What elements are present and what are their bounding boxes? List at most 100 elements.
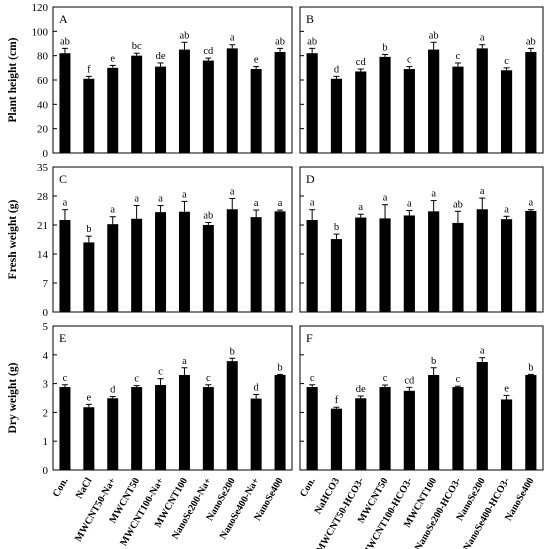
panel-f-bar-9 [525,374,537,470]
panel-d-bar-7 [476,209,488,312]
panel-a-sig-letter-9: ab [275,36,285,47]
panel-d-sig-letter-2: a [358,202,363,213]
panel-a-sig-letter-8: e [254,55,259,66]
panel-a-sig-letter-3: bc [132,41,142,52]
panel-b-sig-letter-1: d [334,64,340,75]
panel-d-bar-9 [525,210,537,312]
panel-c-sig-letter-5: a [182,189,187,200]
panel-e-bar-2 [107,398,119,470]
panel-b-sig-letter-6: c [456,51,461,62]
panel-d-bar-1 [330,239,343,312]
panel-f-bar-3 [379,387,391,470]
panel-f-sig-letter-0: c [310,373,315,384]
panel-f-sig-letter-6: c [456,374,461,385]
panel-f-bar-6 [452,387,464,470]
panel-e-sig-letter-1: e [87,392,92,403]
panel-c-sig-letter-3: a [134,194,139,205]
panel-e-sig-letter-6: c [206,373,211,384]
panel-e-sig-letter-5: a [182,356,187,367]
panel-e-bar-0 [59,387,71,470]
panel-f-sig-letter-7: a [480,346,485,357]
panel-e-ytick-label-2: 2 [43,407,49,419]
panel-f-sig-letter-8: e [504,383,509,394]
panel-a-y-axis-label: Plant height (cm) [7,37,19,122]
panel-a-label: A [59,12,68,26]
panel-a-bar-8 [250,69,262,153]
panel-b-bar-2 [355,71,367,153]
panel-c-frame [52,166,293,313]
panel-a-bar-1 [83,78,95,153]
panel-a-sig-letter-4: de [156,51,166,62]
panel-f-sig-letter-1: f [335,395,339,406]
panel-e-sig-letter-7: b [230,346,235,357]
panel-b-sig-letter-2: cd [356,57,367,68]
panel-a-ytick-label-1: 20 [37,124,49,136]
panel-a-sig-letter-2: e [110,53,115,64]
panel-c-bar-6 [202,225,214,312]
panel-c-sig-letter-8: a [254,198,259,209]
panel-c-sig-letter-1: b [86,224,91,235]
panel-f-sig-letter-4: cd [404,375,415,386]
panel-d-sig-letter-3: a [383,193,388,204]
panel-b-bar-0 [306,53,318,153]
panel-c-bar-4 [155,212,167,312]
panel-a-bar-0 [59,53,71,153]
panel-b-sig-letter-8: c [504,56,509,67]
panel-c-ytick-label-0: 0 [43,307,49,319]
panel-e-ytick-label-3: 3 [43,379,49,391]
panel-e-ytick-label-4: 4 [43,350,49,362]
panel-f-sig-letter-5: b [431,356,436,367]
panel-a-ytick-label-2: 40 [37,99,49,111]
panel-d-sig-letter-8: a [504,204,509,215]
panel-e-sig-letter-2: d [110,385,116,396]
panel-b-sig-letter-7: a [480,33,485,44]
panel-a-ytick-label-4: 80 [37,51,49,63]
panel-c-bar-8 [250,217,262,312]
panel-a-sig-letter-5: ab [179,30,189,41]
panel-e-frame [52,325,293,471]
panel-f-sig-letter-9: b [528,362,533,373]
panel-c-bar-9 [274,211,286,312]
panel-a-sig-letter-7: a [230,33,235,44]
panel-f-label: F [306,331,313,345]
panel-c-ytick-label-3: 21 [37,220,48,232]
panel-c-bar-3 [131,218,143,312]
panel-d-sig-letter-6: ab [453,199,463,210]
panel-c-bar-5 [178,211,190,312]
panel-f-bar-8 [500,399,513,470]
panel-d-sig-letter-7: a [480,186,485,197]
panel-f-category-label-0: Con. [298,476,318,499]
panel-f-bar-1 [330,408,343,470]
panel-b-sig-letter-4: c [407,55,412,66]
panel-e-y-axis-label: Dry weight (g) [7,362,19,433]
panel-d-bar-0 [306,220,318,312]
panel-c-sig-letter-0: a [63,198,68,209]
panel-a-sig-letter-0: ab [60,36,70,47]
panel-b-bar-7 [476,48,488,153]
panel-e-bar-9 [274,374,286,470]
panel-d-sig-letter-0: a [310,198,315,209]
panel-d-bar-2 [355,217,367,312]
panel-a-bar-7 [226,48,238,153]
panel-c-bar-1 [83,242,95,312]
panel-d-label: D [306,172,315,186]
panel-e-sig-letter-4: c [158,367,163,378]
panel-d-sig-letter-4: a [407,199,412,210]
panel-e-sig-letter-9: b [277,362,282,373]
panel-a-bar-5 [178,49,190,154]
panel-b-sig-letter-9: ab [526,36,536,47]
panel-d-bar-4 [403,215,415,312]
panel-c-ytick-label-2: 14 [37,249,49,261]
panel-e-label: E [59,331,66,345]
panel-c-sig-letter-9: a [278,198,283,209]
panel-f-frame [299,325,544,471]
panel-f-bar-2 [355,398,367,470]
panel-c-label: C [59,172,67,186]
panel-a-bar-4 [155,66,167,153]
panel-d-bar-5 [428,211,440,312]
panel-d-bar-6 [452,222,464,312]
panel-b-bar-1 [330,78,343,153]
panel-a-sig-letter-6: cd [203,46,214,57]
panel-f-bar-7 [476,362,488,470]
